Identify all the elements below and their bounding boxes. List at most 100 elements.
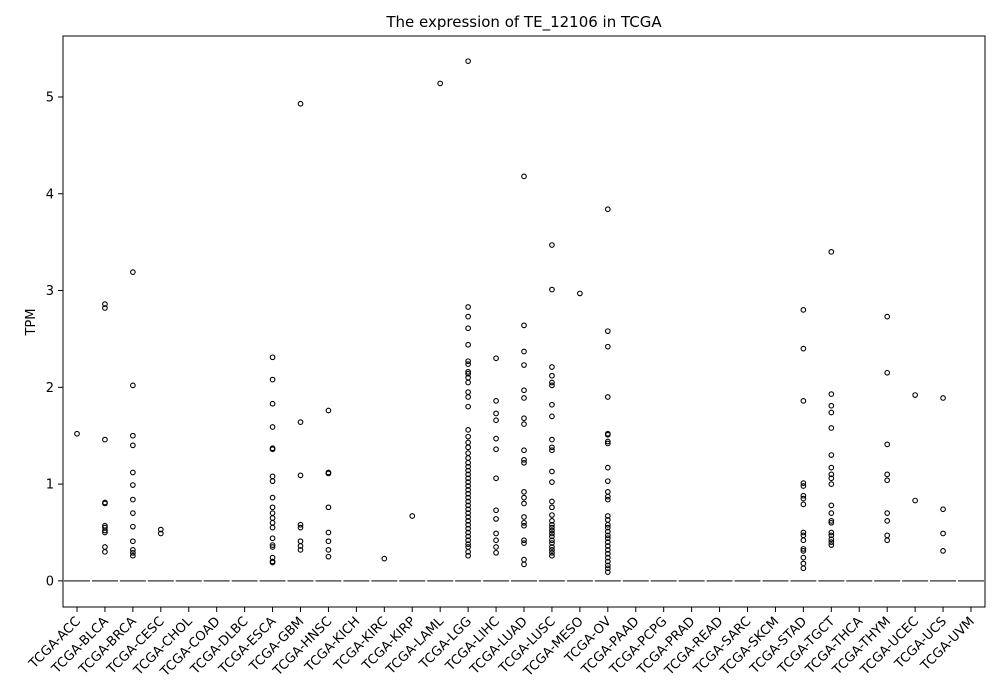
outlier-point (549, 242, 555, 248)
outlier-point (828, 464, 835, 471)
outlier-point (74, 430, 80, 437)
outlier-point (465, 358, 471, 365)
outlier-point (521, 459, 527, 466)
outlier-point (269, 524, 276, 531)
outlier-point (465, 494, 471, 501)
outlier-point (269, 542, 276, 548)
outlier-point (102, 544, 108, 550)
outlier-point (465, 490, 471, 497)
outlier-point (465, 444, 471, 451)
outlier-point (465, 487, 471, 493)
outlier-point (465, 510, 471, 516)
outlier-point (130, 547, 136, 553)
outlier-point (465, 450, 471, 456)
outlier-point (604, 496, 611, 503)
outlier-point (940, 506, 946, 513)
outlier-point (269, 473, 276, 480)
outlier-point (549, 547, 555, 553)
outlier-point (604, 431, 611, 438)
chart-title: The expression of TE_12106 in TCGA (385, 13, 662, 32)
outlier-point (800, 532, 807, 539)
outlier-point (269, 544, 276, 550)
outlier-point (940, 548, 946, 554)
outlier-point (157, 526, 164, 533)
outlier-point (325, 504, 332, 511)
outlier-point (604, 438, 611, 445)
outlier-point (549, 379, 555, 386)
y-tick-label: 5 (46, 90, 54, 105)
outlier-point (493, 530, 499, 537)
outlier-point (465, 502, 471, 509)
outlier-point (102, 436, 108, 443)
outlier-point (549, 504, 555, 511)
y-tick-label: 0 (46, 574, 54, 589)
outlier-point (884, 510, 891, 516)
plot-area-frame (62, 35, 986, 608)
outlier-point (521, 415, 527, 422)
outlier-point (130, 538, 136, 545)
outlier-point (269, 354, 276, 361)
outlier-point (521, 322, 527, 329)
outlier-point (325, 547, 332, 553)
y-axis-label: TPM (24, 309, 39, 337)
outlier-point (549, 524, 555, 531)
outlier-point (465, 529, 471, 536)
outlier-point (604, 488, 611, 495)
outlier-point (465, 544, 471, 550)
outlier-point (130, 469, 136, 476)
outlier-point (549, 479, 555, 486)
outlier-point (549, 372, 555, 379)
outlier-point (465, 479, 471, 486)
outlier-point (493, 549, 499, 556)
outlier-point (493, 417, 499, 424)
outlier-point (828, 529, 835, 536)
outlier-point (325, 538, 332, 545)
outlier-point (604, 206, 611, 213)
outlier-point (604, 493, 611, 500)
outlier-point (465, 514, 471, 520)
outlier-point (493, 398, 499, 404)
outlier-point (604, 569, 611, 576)
outlier-point (521, 362, 527, 368)
outlier-point (130, 269, 136, 275)
outlier-point (549, 540, 555, 546)
outlier-point (521, 447, 527, 454)
outlier-point (269, 494, 276, 501)
outlier-point (465, 433, 471, 440)
outlier-point (521, 395, 527, 401)
outlier-point (549, 498, 555, 505)
outlier-point (521, 519, 527, 526)
outlier-point (800, 307, 807, 313)
outlier-point (493, 537, 499, 544)
outlier-point (549, 468, 555, 475)
outlier-point (549, 552, 555, 559)
outlier-point (297, 543, 304, 549)
outlier-point (800, 546, 807, 552)
outlier-point (549, 286, 555, 293)
outlier-point (130, 496, 136, 503)
outlier-point (130, 482, 136, 488)
outlier-point (102, 500, 108, 507)
outlier-point (465, 455, 471, 461)
outlier-point (800, 345, 807, 352)
outlier-point (269, 535, 276, 542)
outlier-point (800, 529, 807, 536)
outlier-point (549, 413, 555, 420)
outlier-point (465, 498, 471, 505)
outlier-point (800, 560, 807, 567)
outlier-point (130, 549, 136, 556)
outlier-point (493, 446, 499, 453)
outlier-point (465, 483, 471, 489)
outlier-point (828, 452, 835, 458)
outlier-point (828, 425, 835, 431)
outlier-point (828, 248, 835, 255)
outlier-point (465, 537, 471, 544)
outlier-point (269, 424, 276, 430)
outlier-point (884, 518, 891, 524)
outlier-point (604, 558, 611, 565)
outlier-point (130, 510, 136, 516)
outlier-point (940, 395, 946, 401)
outlier-point (604, 532, 611, 539)
outlier-point (549, 549, 555, 556)
